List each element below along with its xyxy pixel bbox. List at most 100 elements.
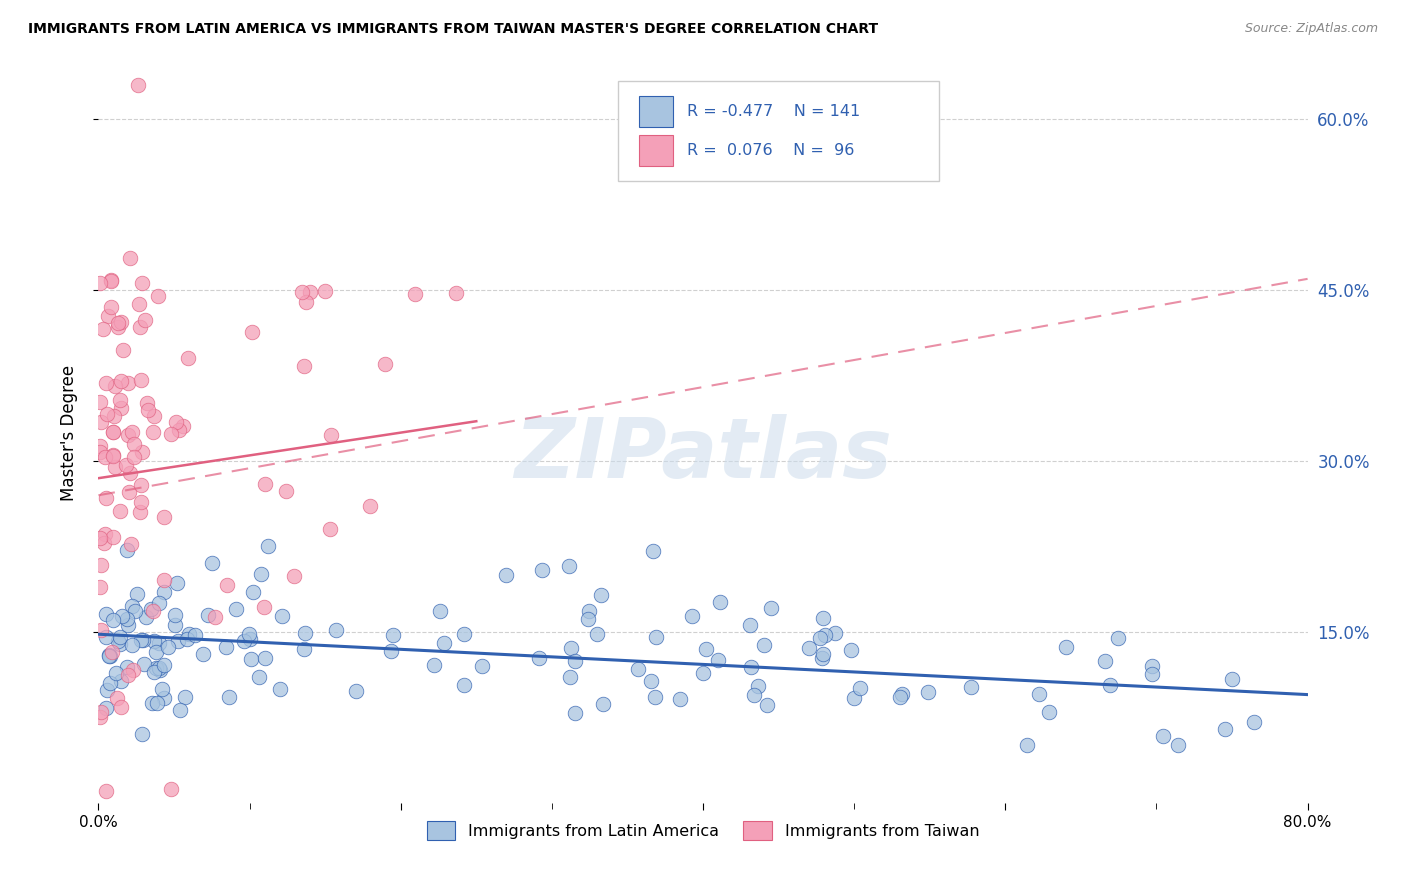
Point bbox=[89, 276, 111, 290]
Point bbox=[271, 608, 294, 623]
Point bbox=[101, 530, 124, 544]
Point bbox=[191, 648, 214, 662]
Point bbox=[564, 706, 586, 720]
Point bbox=[380, 643, 402, 657]
Point bbox=[453, 626, 475, 640]
Point bbox=[127, 78, 149, 93]
Point bbox=[101, 449, 124, 463]
Point bbox=[103, 448, 125, 462]
Point bbox=[560, 640, 582, 655]
Point bbox=[1038, 705, 1060, 719]
Point bbox=[121, 425, 143, 440]
Point bbox=[1220, 672, 1243, 686]
Point bbox=[166, 576, 188, 591]
Point bbox=[681, 609, 703, 624]
Point bbox=[122, 450, 145, 464]
Point bbox=[141, 696, 163, 710]
Point bbox=[564, 654, 586, 668]
Point bbox=[149, 663, 172, 677]
Point bbox=[117, 617, 139, 632]
Point bbox=[423, 658, 446, 673]
Point bbox=[121, 599, 143, 613]
Point bbox=[292, 359, 315, 373]
Point bbox=[101, 425, 124, 439]
Point bbox=[128, 297, 150, 311]
Point bbox=[374, 357, 396, 371]
Point bbox=[117, 667, 139, 681]
Point bbox=[225, 601, 247, 615]
Point bbox=[148, 636, 170, 650]
Point bbox=[131, 727, 153, 741]
Point bbox=[90, 623, 112, 637]
Point bbox=[247, 670, 270, 684]
Point bbox=[179, 627, 201, 641]
Point bbox=[274, 483, 297, 498]
Point bbox=[94, 527, 117, 541]
Point bbox=[136, 402, 159, 417]
Point bbox=[167, 634, 190, 648]
Point bbox=[115, 458, 138, 473]
Point bbox=[96, 784, 118, 798]
Text: R =  0.076    N =  96: R = 0.076 N = 96 bbox=[688, 143, 855, 158]
Point bbox=[89, 395, 111, 409]
Point bbox=[1140, 666, 1163, 681]
Point bbox=[585, 626, 607, 640]
Point bbox=[153, 658, 176, 673]
Point bbox=[169, 423, 191, 437]
Point bbox=[122, 663, 145, 677]
Point bbox=[145, 645, 167, 659]
Point bbox=[148, 596, 170, 610]
Point bbox=[118, 485, 141, 500]
Point bbox=[692, 665, 714, 680]
Point bbox=[560, 670, 582, 684]
Point bbox=[527, 651, 550, 665]
Point bbox=[759, 600, 782, 615]
Point bbox=[131, 633, 153, 648]
Point bbox=[89, 439, 111, 453]
Point bbox=[111, 609, 134, 624]
Point bbox=[165, 415, 187, 429]
Point bbox=[165, 607, 187, 622]
Point bbox=[98, 648, 121, 663]
Point bbox=[669, 692, 692, 706]
Point bbox=[129, 478, 152, 492]
Point bbox=[146, 289, 169, 303]
Text: R = -0.477    N = 141: R = -0.477 N = 141 bbox=[688, 103, 860, 119]
Point bbox=[319, 522, 342, 536]
Point bbox=[169, 703, 191, 717]
Point bbox=[153, 509, 176, 524]
Point bbox=[253, 650, 276, 665]
Point bbox=[644, 630, 666, 644]
Point bbox=[359, 499, 381, 513]
Point bbox=[153, 573, 176, 587]
Text: ZIPatlas: ZIPatlas bbox=[515, 414, 891, 495]
Point bbox=[841, 642, 863, 657]
Point bbox=[122, 437, 145, 451]
Point bbox=[891, 687, 914, 701]
Point bbox=[269, 682, 291, 697]
Point bbox=[232, 633, 254, 648]
Point bbox=[576, 612, 599, 626]
Point bbox=[849, 681, 872, 695]
Point bbox=[110, 700, 132, 714]
Point bbox=[117, 376, 139, 390]
Point bbox=[134, 313, 156, 327]
Point bbox=[215, 578, 238, 592]
Point bbox=[110, 315, 132, 329]
Point bbox=[294, 641, 316, 656]
Point bbox=[108, 630, 131, 644]
Point bbox=[152, 690, 174, 705]
Point bbox=[295, 294, 318, 309]
Point bbox=[90, 558, 112, 572]
Point bbox=[118, 251, 141, 265]
Point bbox=[108, 504, 131, 518]
Point bbox=[176, 632, 198, 647]
Point bbox=[103, 425, 125, 439]
Point bbox=[1094, 654, 1116, 668]
Point bbox=[960, 680, 983, 694]
Point bbox=[117, 427, 139, 442]
Point bbox=[257, 539, 280, 553]
Point bbox=[129, 633, 152, 648]
Point bbox=[695, 642, 717, 657]
Point bbox=[314, 284, 336, 298]
